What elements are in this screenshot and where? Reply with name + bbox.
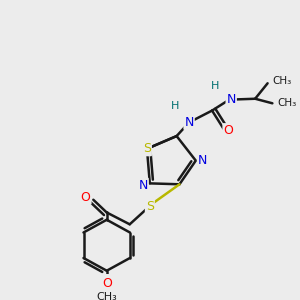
Text: S: S bbox=[146, 200, 154, 213]
Text: H: H bbox=[211, 81, 219, 91]
Text: N: N bbox=[226, 93, 236, 106]
Text: CH₃: CH₃ bbox=[96, 292, 117, 300]
Text: CH₃: CH₃ bbox=[277, 98, 296, 108]
Text: O: O bbox=[81, 190, 91, 203]
Text: O: O bbox=[224, 124, 233, 137]
Text: H: H bbox=[170, 101, 179, 111]
Text: O: O bbox=[102, 277, 112, 290]
Text: S: S bbox=[143, 142, 151, 155]
Text: N: N bbox=[184, 116, 194, 129]
Text: CH₃: CH₃ bbox=[272, 76, 292, 86]
Text: N: N bbox=[198, 154, 207, 167]
Text: N: N bbox=[138, 179, 148, 192]
